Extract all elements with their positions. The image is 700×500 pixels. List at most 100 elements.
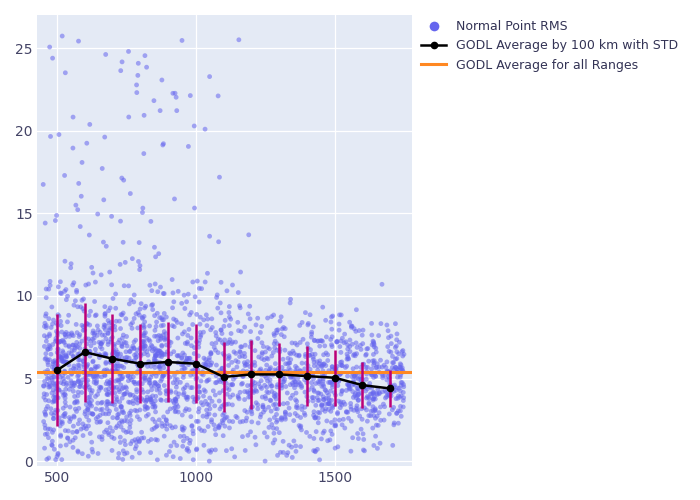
Point — [190, 396, 201, 404]
Point — [156, 349, 167, 357]
Point — [368, 340, 379, 348]
Point — [59, 338, 70, 346]
Point — [127, 437, 138, 445]
Point — [80, 400, 92, 408]
Point — [46, 303, 57, 311]
Point — [161, 396, 172, 404]
Point — [330, 364, 341, 372]
Point — [120, 348, 132, 356]
Point — [154, 352, 165, 360]
Point — [218, 432, 229, 440]
Point — [99, 366, 110, 374]
Point — [117, 408, 128, 416]
Point — [368, 340, 379, 347]
Point — [65, 264, 76, 272]
Point — [55, 338, 66, 345]
Point — [52, 369, 63, 377]
Point — [265, 364, 276, 372]
Point — [293, 381, 304, 389]
Point — [56, 456, 67, 464]
Point — [125, 390, 136, 398]
Point — [103, 380, 114, 388]
Point — [318, 382, 329, 390]
Point — [40, 410, 51, 418]
Point — [83, 422, 94, 430]
Point — [382, 368, 393, 376]
Point — [366, 331, 377, 339]
Point — [347, 434, 358, 442]
Point — [121, 388, 132, 396]
Point — [195, 398, 206, 406]
Point — [365, 369, 377, 377]
Point — [121, 332, 132, 340]
Point — [121, 417, 132, 425]
Point — [89, 334, 100, 342]
Point — [360, 387, 371, 395]
Point — [100, 358, 111, 366]
Point — [290, 339, 301, 347]
Point — [219, 422, 230, 430]
Point — [256, 368, 267, 376]
Point — [333, 326, 344, 334]
Point — [85, 366, 97, 374]
Point — [88, 373, 99, 381]
Point — [208, 387, 219, 395]
Point — [118, 282, 130, 290]
Point — [174, 352, 185, 360]
Point — [104, 379, 116, 387]
Point — [218, 386, 229, 394]
Point — [105, 382, 116, 390]
Point — [251, 321, 262, 329]
Point — [244, 302, 256, 310]
Point — [46, 350, 57, 358]
Point — [274, 348, 286, 356]
Point — [62, 427, 74, 435]
Point — [307, 372, 318, 380]
Point — [125, 190, 136, 198]
Point — [277, 438, 288, 446]
Point — [216, 326, 227, 334]
Point — [295, 367, 306, 375]
Point — [213, 348, 224, 356]
Point — [101, 401, 112, 409]
Point — [184, 354, 195, 362]
Point — [370, 364, 382, 372]
Point — [150, 346, 162, 354]
Point — [40, 396, 51, 404]
Point — [252, 401, 263, 409]
Point — [183, 448, 195, 456]
Point — [204, 457, 215, 465]
Point — [95, 340, 106, 348]
Point — [300, 350, 311, 358]
Point — [38, 382, 49, 390]
Point — [161, 451, 172, 459]
Point — [79, 326, 90, 334]
Point — [148, 357, 160, 365]
Point — [307, 354, 318, 362]
Point — [200, 398, 211, 406]
Point — [202, 400, 213, 408]
Point — [288, 376, 300, 384]
Point — [372, 422, 384, 430]
Point — [329, 400, 340, 408]
Point — [251, 398, 262, 406]
Point — [209, 421, 220, 429]
Point — [92, 326, 104, 334]
Point — [326, 318, 337, 326]
Point — [90, 346, 101, 354]
Point — [167, 452, 178, 460]
Point — [358, 360, 370, 368]
Point — [48, 316, 59, 324]
Point — [131, 81, 142, 89]
Point — [55, 418, 66, 426]
Point — [76, 192, 87, 200]
Point — [66, 379, 77, 387]
Point — [127, 254, 138, 262]
Point — [85, 400, 96, 407]
Point — [168, 404, 179, 412]
Point — [379, 361, 390, 369]
Point — [156, 314, 167, 322]
Point — [228, 418, 239, 426]
Point — [62, 434, 74, 442]
Point — [98, 368, 109, 376]
